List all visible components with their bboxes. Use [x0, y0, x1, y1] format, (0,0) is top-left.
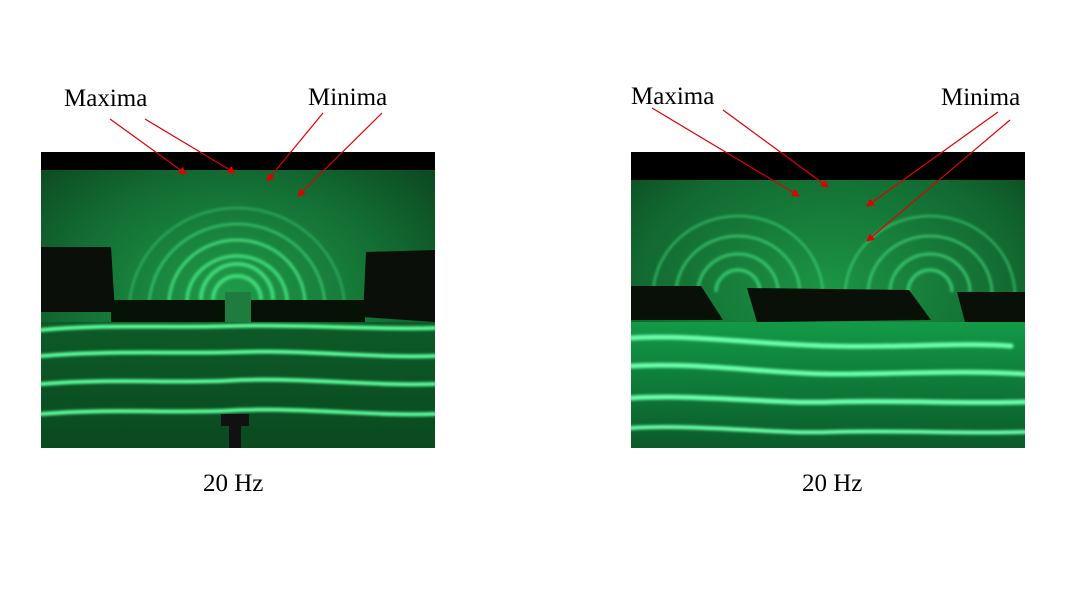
- panel-2-maxima-label: Maxima: [631, 83, 715, 110]
- panel-2-frequency-caption: 20 Hz: [802, 470, 863, 497]
- panel-1-maxima-label: Maxima: [64, 85, 148, 112]
- panel-1-minima-label: Minima: [308, 84, 388, 111]
- panel-2-ripple-tank-image: [631, 152, 1025, 448]
- panel-1-frequency-caption: 20 Hz: [203, 470, 264, 497]
- panel-1-ripple-tank-image: [41, 152, 435, 448]
- panel-2-minima-label: Minima: [941, 84, 1021, 111]
